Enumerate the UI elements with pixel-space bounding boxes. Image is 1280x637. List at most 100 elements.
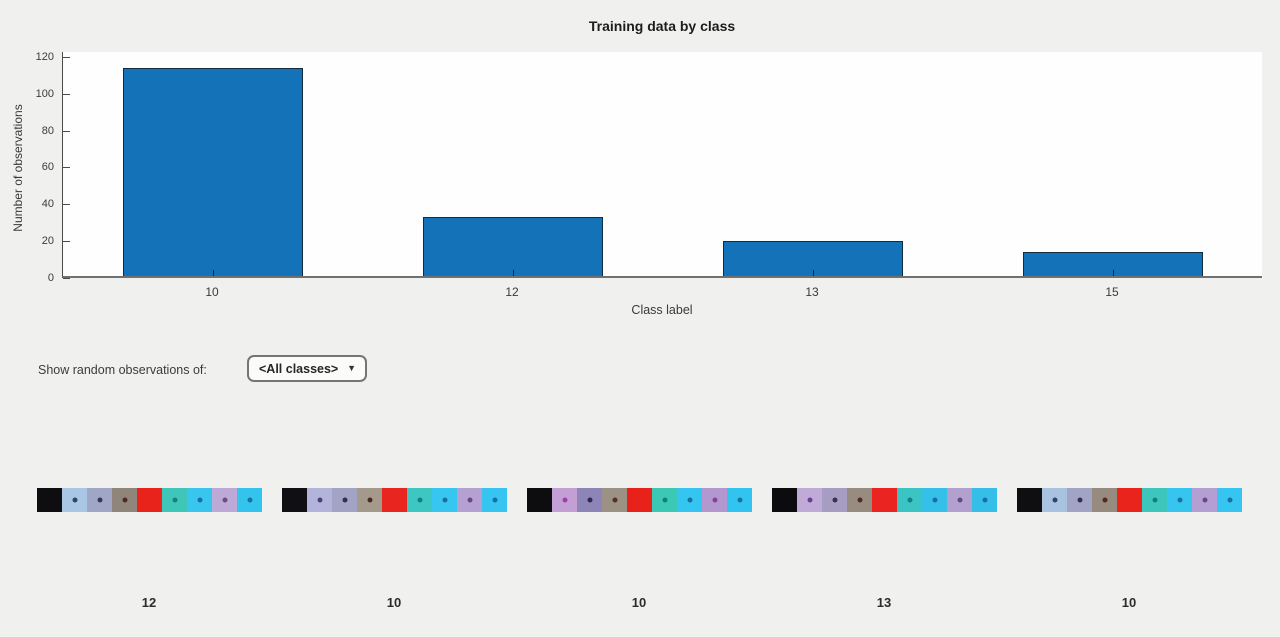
chart-bar bbox=[423, 217, 603, 276]
sample-strip-cell bbox=[382, 488, 407, 512]
sample-strip-dot bbox=[317, 497, 322, 503]
sample-strip-cell bbox=[627, 488, 652, 512]
sample-strip-dot bbox=[367, 497, 372, 503]
sample-strip-cell bbox=[947, 488, 972, 512]
class-filter-dropdown[interactable]: <All classes> ▼ bbox=[247, 355, 367, 382]
dropdown-label: Show random observations of: bbox=[38, 363, 207, 377]
x-tick-mark bbox=[213, 270, 214, 276]
sample-strip-cell bbox=[137, 488, 162, 512]
sample-strip-dot bbox=[172, 497, 177, 503]
x-tick-label: 12 bbox=[505, 285, 519, 299]
sample-strip-dot bbox=[122, 497, 127, 503]
sample-strip-cell bbox=[972, 488, 997, 512]
sample-strip-dot bbox=[832, 497, 837, 503]
sample-strip-cell bbox=[432, 488, 457, 512]
plot-area bbox=[62, 52, 1262, 279]
sample-strip-dot bbox=[1102, 497, 1107, 503]
x-axis-label: Class label bbox=[631, 303, 693, 317]
sample-strip-dot bbox=[662, 497, 667, 503]
sample-strip-cell bbox=[702, 488, 727, 512]
y-tick-mark bbox=[63, 57, 70, 58]
sample-strip-dot bbox=[932, 497, 937, 503]
sample-strip-dot bbox=[907, 497, 912, 503]
y-tick-mark bbox=[63, 278, 70, 279]
sample-strip-cell bbox=[652, 488, 677, 512]
y-tick-label: 100 bbox=[35, 88, 54, 100]
sample-strip-cell bbox=[872, 488, 897, 512]
y-tick-mark bbox=[63, 131, 70, 132]
sample-strip-cell bbox=[162, 488, 187, 512]
sample-strip-dot bbox=[1227, 497, 1232, 503]
sample-strip-cell bbox=[527, 488, 552, 512]
sample-strip-cell bbox=[212, 488, 237, 512]
x-tick-label: 13 bbox=[805, 285, 819, 299]
sample-strip-cell bbox=[357, 488, 382, 512]
sample-strip-cell bbox=[577, 488, 602, 512]
sample-strip-cell bbox=[1142, 488, 1167, 512]
x-tick-label: 10 bbox=[205, 285, 219, 299]
sample-strip-cell bbox=[797, 488, 822, 512]
x-tick-mark bbox=[813, 270, 814, 276]
sample-strip-image bbox=[527, 488, 752, 512]
sample-strip-dot bbox=[442, 497, 447, 503]
sample-strip-dot bbox=[562, 497, 567, 503]
class-filter-value: <All classes> bbox=[259, 361, 339, 376]
sample-strip-dot bbox=[957, 497, 962, 503]
chart-title: Training data by class bbox=[588, 18, 736, 34]
sample-strip-dot bbox=[712, 497, 717, 503]
sample-strip-dot bbox=[467, 497, 472, 503]
sample-strip-dot bbox=[342, 497, 347, 503]
sample-strip-cell bbox=[1217, 488, 1242, 512]
y-tick-mark bbox=[63, 241, 70, 242]
sample-class-label: 12 bbox=[141, 595, 157, 610]
y-tick-label: 120 bbox=[35, 51, 54, 63]
sample-strip-dot bbox=[97, 497, 102, 503]
sample-strip-dot bbox=[1077, 497, 1082, 503]
y-tick-mark bbox=[63, 94, 70, 95]
sample-strip-cell bbox=[282, 488, 307, 512]
sample-strip-cell bbox=[407, 488, 432, 512]
sample-strip-cell bbox=[1017, 488, 1042, 512]
sample-strip-cell bbox=[187, 488, 212, 512]
sample-strip-cell bbox=[602, 488, 627, 512]
sample-strip-dot bbox=[587, 497, 592, 503]
sample-strip-dot bbox=[492, 497, 497, 503]
sample-strip-dot bbox=[1177, 497, 1182, 503]
x-tick-label: 15 bbox=[1105, 285, 1119, 299]
sample-strip-cell bbox=[237, 488, 262, 512]
sample-strip-dot bbox=[247, 497, 252, 503]
y-tick-label: 40 bbox=[41, 198, 54, 210]
sample-strip-cell bbox=[1042, 488, 1067, 512]
sample-strip-cell bbox=[1117, 488, 1142, 512]
sample-strip-cell bbox=[922, 488, 947, 512]
sample-class-label: 10 bbox=[631, 595, 647, 610]
dropdown-arrow-icon: ▼ bbox=[347, 363, 356, 373]
sample-strip-cell bbox=[677, 488, 702, 512]
sample-strip-dot bbox=[687, 497, 692, 503]
sample-strip-cell bbox=[1092, 488, 1117, 512]
sample-strip-cell bbox=[332, 488, 357, 512]
sample-strip-dot bbox=[1202, 497, 1207, 503]
sample-strip-cell bbox=[87, 488, 112, 512]
sample-class-label: 10 bbox=[1121, 595, 1137, 610]
sample-strip-dot bbox=[72, 497, 77, 503]
sample-strip-cell bbox=[1192, 488, 1217, 512]
sample-strip-dot bbox=[197, 497, 202, 503]
y-tick-mark bbox=[63, 204, 70, 205]
chart-bar bbox=[123, 68, 303, 276]
sample-strip-cell bbox=[482, 488, 507, 512]
sample-strip-dot bbox=[857, 497, 862, 503]
sample-strip-cell bbox=[897, 488, 922, 512]
y-tick-label: 80 bbox=[41, 125, 54, 137]
x-tick-mark bbox=[1113, 270, 1114, 276]
sample-strip-cell bbox=[552, 488, 577, 512]
sample-strip-dot bbox=[1052, 497, 1057, 503]
sample-strip-dot bbox=[222, 497, 227, 503]
y-tick-label: 20 bbox=[41, 235, 54, 247]
sample-strip-cell bbox=[772, 488, 797, 512]
sample-class-label: 13 bbox=[876, 595, 892, 610]
sample-strip-cell bbox=[822, 488, 847, 512]
sample-strip-cell bbox=[112, 488, 137, 512]
sample-strip-cell bbox=[1167, 488, 1192, 512]
sample-strip-dot bbox=[737, 497, 742, 503]
